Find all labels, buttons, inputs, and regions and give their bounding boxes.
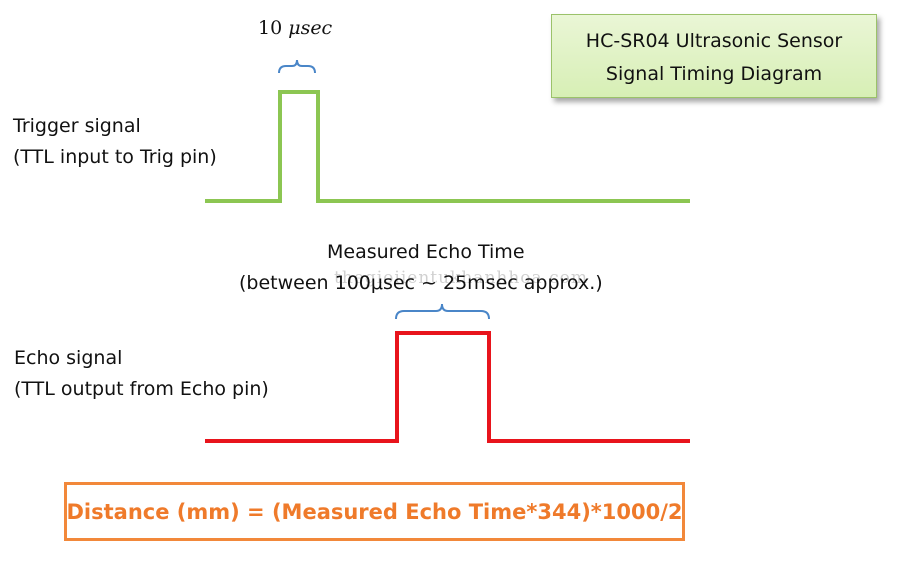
echo-signal-label: Echo signal (TTL output from Echo pin): [14, 343, 269, 405]
echo-waveform: [205, 331, 690, 443]
diagram-title-box: HC-SR04 Ultrasonic Sensor Signal Timing …: [551, 14, 877, 98]
echo-signal-label-line-2: (TTL output from Echo pin): [14, 378, 269, 400]
trigger-pulse-width-label: 10 μsec: [258, 17, 332, 39]
echo-signal-label-line-1: Echo signal: [14, 347, 123, 369]
trigger-signal-label-line-2: (TTL input to Trig pin): [13, 146, 217, 168]
echo-time-caption-line-2: (between 100μsec ~ 25msec approx.): [239, 272, 603, 294]
echo-time-bracket: [395, 303, 490, 320]
echo-time-caption-line-1: Measured Echo Time: [327, 241, 525, 263]
trigger-signal-label: Trigger signal (TTL input to Trig pin): [13, 111, 217, 173]
trigger-pulse-width-value: 10: [258, 17, 289, 39]
diagram-title-line-1: HC-SR04 Ultrasonic Sensor: [585, 30, 843, 52]
watermark-text: thegioiientukhanhhoa.com: [334, 268, 588, 288]
distance-formula-box: Distance (mm) = (Measured Echo Time*344)…: [64, 482, 685, 541]
trigger-signal-label-line-1: Trigger signal: [13, 115, 141, 137]
trigger-pulse-width-unit: μsec: [288, 17, 333, 39]
trigger-pulse-bracket: [278, 59, 316, 74]
diagram-title-line-2: Signal Timing Diagram: [605, 63, 823, 85]
trigger-waveform: [205, 90, 690, 203]
distance-formula-text: Distance (mm) = (Measured Echo Time*344)…: [66, 499, 683, 524]
